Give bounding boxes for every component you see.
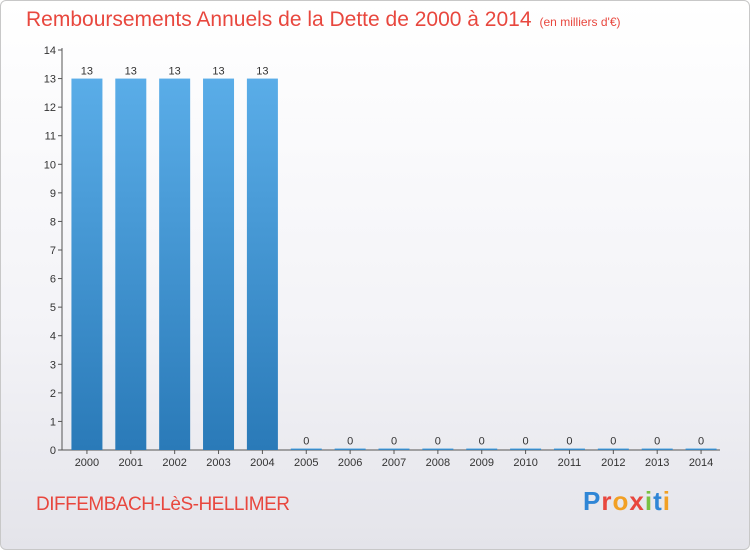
x-tick-label: 2012 — [601, 457, 625, 469]
y-tick-label: 0 — [50, 445, 56, 457]
y-tick-label: 8 — [50, 216, 56, 228]
bar — [378, 448, 410, 450]
bar — [597, 448, 629, 450]
bar — [510, 448, 542, 450]
y-tick-label: 3 — [50, 359, 56, 371]
x-tick-label: 2007 — [382, 457, 406, 469]
bars — [71, 78, 717, 451]
data-label: 0 — [479, 436, 485, 448]
y-tick-label: 2 — [50, 388, 56, 400]
bar — [203, 78, 235, 451]
x-tick-label: 2000 — [75, 457, 99, 469]
bar — [422, 448, 454, 450]
bar — [685, 448, 717, 450]
proxiti-logo: Proxiti — [583, 486, 671, 516]
y-tick-label: 5 — [50, 302, 56, 314]
bar — [71, 78, 103, 451]
y-tick-label: 1 — [50, 416, 56, 428]
x-tick-label: 2011 — [558, 457, 582, 469]
y-tick-label: 9 — [50, 188, 56, 200]
x-tick-label: 2008 — [426, 457, 450, 469]
data-label: 0 — [303, 436, 309, 448]
bar — [246, 78, 278, 451]
x-tick-label: 2002 — [162, 457, 186, 469]
x-tick-label: 2005 — [294, 457, 318, 469]
y-tick-label: 14 — [44, 45, 56, 57]
x-tick-label: 2013 — [645, 457, 669, 469]
x-tick-label: 2014 — [689, 457, 713, 469]
x-tick-label: 2006 — [338, 457, 362, 469]
data-label: 0 — [435, 436, 441, 448]
data-label: 13 — [212, 66, 224, 78]
x-tick-label: 2010 — [513, 457, 537, 469]
bar — [334, 448, 366, 450]
chart-title-unit: (en milliers d'€) — [539, 15, 621, 29]
data-label: 0 — [523, 436, 529, 448]
y-tick-label: 7 — [50, 245, 56, 257]
bar — [641, 448, 673, 450]
bar — [466, 448, 498, 450]
y-tick-label: 12 — [44, 102, 56, 114]
y-tick-label: 4 — [50, 331, 56, 343]
data-label: 0 — [610, 436, 616, 448]
chart-title: Remboursements Annuels de la Dette de 20… — [26, 8, 621, 32]
data-label: 0 — [698, 436, 704, 448]
bar — [115, 78, 147, 451]
y-tick-label: 13 — [44, 74, 56, 86]
data-label: 13 — [81, 66, 93, 78]
y-tick-label: 11 — [45, 131, 56, 143]
data-label: 0 — [566, 436, 572, 448]
data-label: 13 — [256, 66, 268, 78]
data-label: 0 — [391, 436, 397, 448]
y-tick-label: 6 — [50, 274, 56, 286]
data-label: 13 — [169, 66, 181, 78]
bar — [290, 448, 322, 450]
data-label: 13 — [125, 66, 137, 78]
data-label: 0 — [347, 436, 353, 448]
place-name: DIFFEMBACH-LèS-HELLIMER — [36, 494, 290, 515]
x-tick-label: 2003 — [206, 457, 230, 469]
x-tick-label: 2009 — [469, 457, 493, 469]
y-tick-label: 10 — [44, 159, 56, 171]
x-tick-label: 2001 — [119, 457, 143, 469]
chart-title-main: Remboursements Annuels de la Dette de 20… — [26, 8, 532, 31]
bar — [553, 448, 585, 450]
data-label: 0 — [654, 436, 660, 448]
bar — [159, 78, 191, 451]
x-tick-label: 2004 — [250, 457, 274, 469]
labels: 13 2000 13 2001 13 2002 13 2003 13 2004 0 2005 0 2006… — [75, 66, 714, 469]
